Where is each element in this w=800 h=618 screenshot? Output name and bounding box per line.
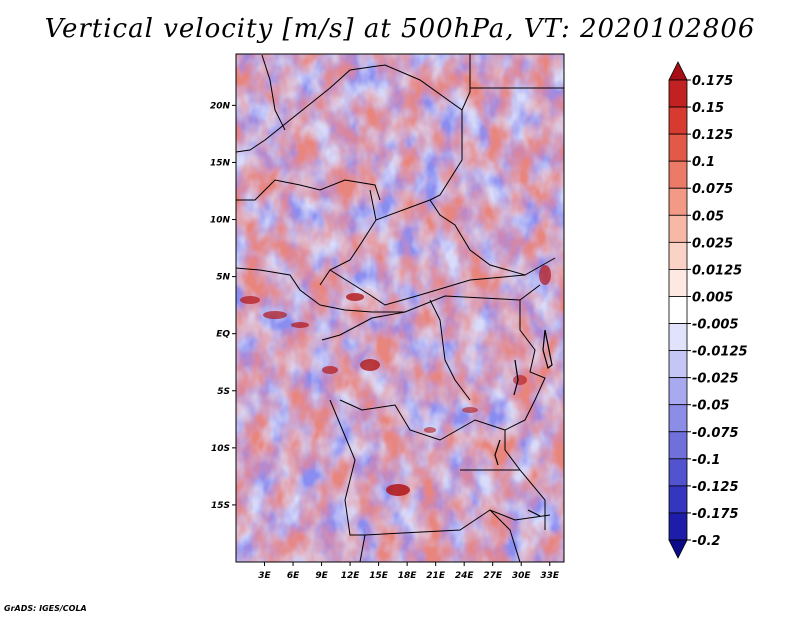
colorbar-label: -0.0125 [692,345,748,360]
lat-label: 15N [210,158,231,168]
colorbar-bin [668,323,688,351]
lon-label: 6E [287,571,300,581]
lat-axis: 20N 15N 10N 5N EQ 5S 10S 15S [210,101,236,511]
colorbar-bin [668,404,688,433]
colorbar-bin [668,296,688,324]
lat-label: 5N [216,273,230,283]
colorbar-label: 0.0125 [692,263,742,278]
colorbar-bin [668,458,688,487]
map-frame [235,53,565,563]
colorbar-label: 0.175 [692,74,733,89]
colorbar-bin [668,350,688,379]
colorbar-bin [668,512,688,541]
grads-credit: GrADS: IGES/COLA [4,604,87,613]
lat-label: 20N [210,101,231,111]
lon-label: 30E [512,571,532,581]
colorbar-bin [668,160,688,189]
lon-label: 24E [455,571,475,581]
colorbar-bin [668,485,688,514]
colorbar-label: 0.125 [692,128,733,143]
colorbar-top-arrow [668,61,688,81]
lon-label: 27E [483,571,503,581]
lat-label: 10S [211,444,230,454]
colorbar-label: -0.175 [692,507,739,522]
colorbar-label: -0.05 [692,399,729,414]
chart-title: Vertical velocity [m/s] at 500hPa, VT: 2… [44,14,756,44]
colorbar-label: 0.05 [692,209,724,224]
lon-label: 18E [398,571,418,581]
lon-axis: 3E 6E 9E 12E 15E 18E 21E 24E 27E 30E 33E [258,562,560,581]
colorbar-label: -0.075 [692,426,739,441]
colorbar-label: 0.075 [692,182,733,197]
colorbar-label: 0.1 [692,155,715,170]
colorbar-label: 0.005 [692,290,733,305]
colorbar-label: -0.005 [692,318,739,333]
colorbar-label: -0.125 [692,480,739,495]
colorbar-bin [668,241,688,270]
colorbar-bin [668,133,688,162]
lat-label: 5S [217,387,230,397]
colorbar-label: 0.15 [692,101,724,116]
lat-label: EQ [216,330,230,340]
lon-label: 33E [540,571,560,581]
lon-label: 12E [341,571,361,581]
colorbar-label: -0.2 [692,534,720,549]
colorbar-bin [668,187,688,216]
colorbar-label: -0.1 [692,453,720,468]
colorbar: 0.175 0.15 0.125 0.1 0.075 0.05 0.025 0.0125 0.0… [668,61,748,559]
lat-label: 15S [211,501,230,511]
lakes [494,329,553,517]
colorbar-bin [668,431,688,460]
lon-label: 9E [315,571,328,581]
colorbar-bin [668,269,688,297]
colorbar-bin [668,377,688,406]
colorbar-bin [668,79,688,108]
convective-cells [240,265,551,496]
lat-label: 10N [210,216,231,226]
colorbar-label: 0.025 [692,236,733,251]
lon-label: 3E [258,571,271,581]
colorbar-bin [668,106,688,135]
colorbar-bottom-arrow [668,539,688,559]
lon-label: 21E [426,571,446,581]
velocity-field [236,54,564,562]
lon-label: 15E [369,571,389,581]
colorbar-bin [668,214,688,243]
country-borders [236,54,564,562]
colorbar-label: -0.025 [692,372,739,387]
